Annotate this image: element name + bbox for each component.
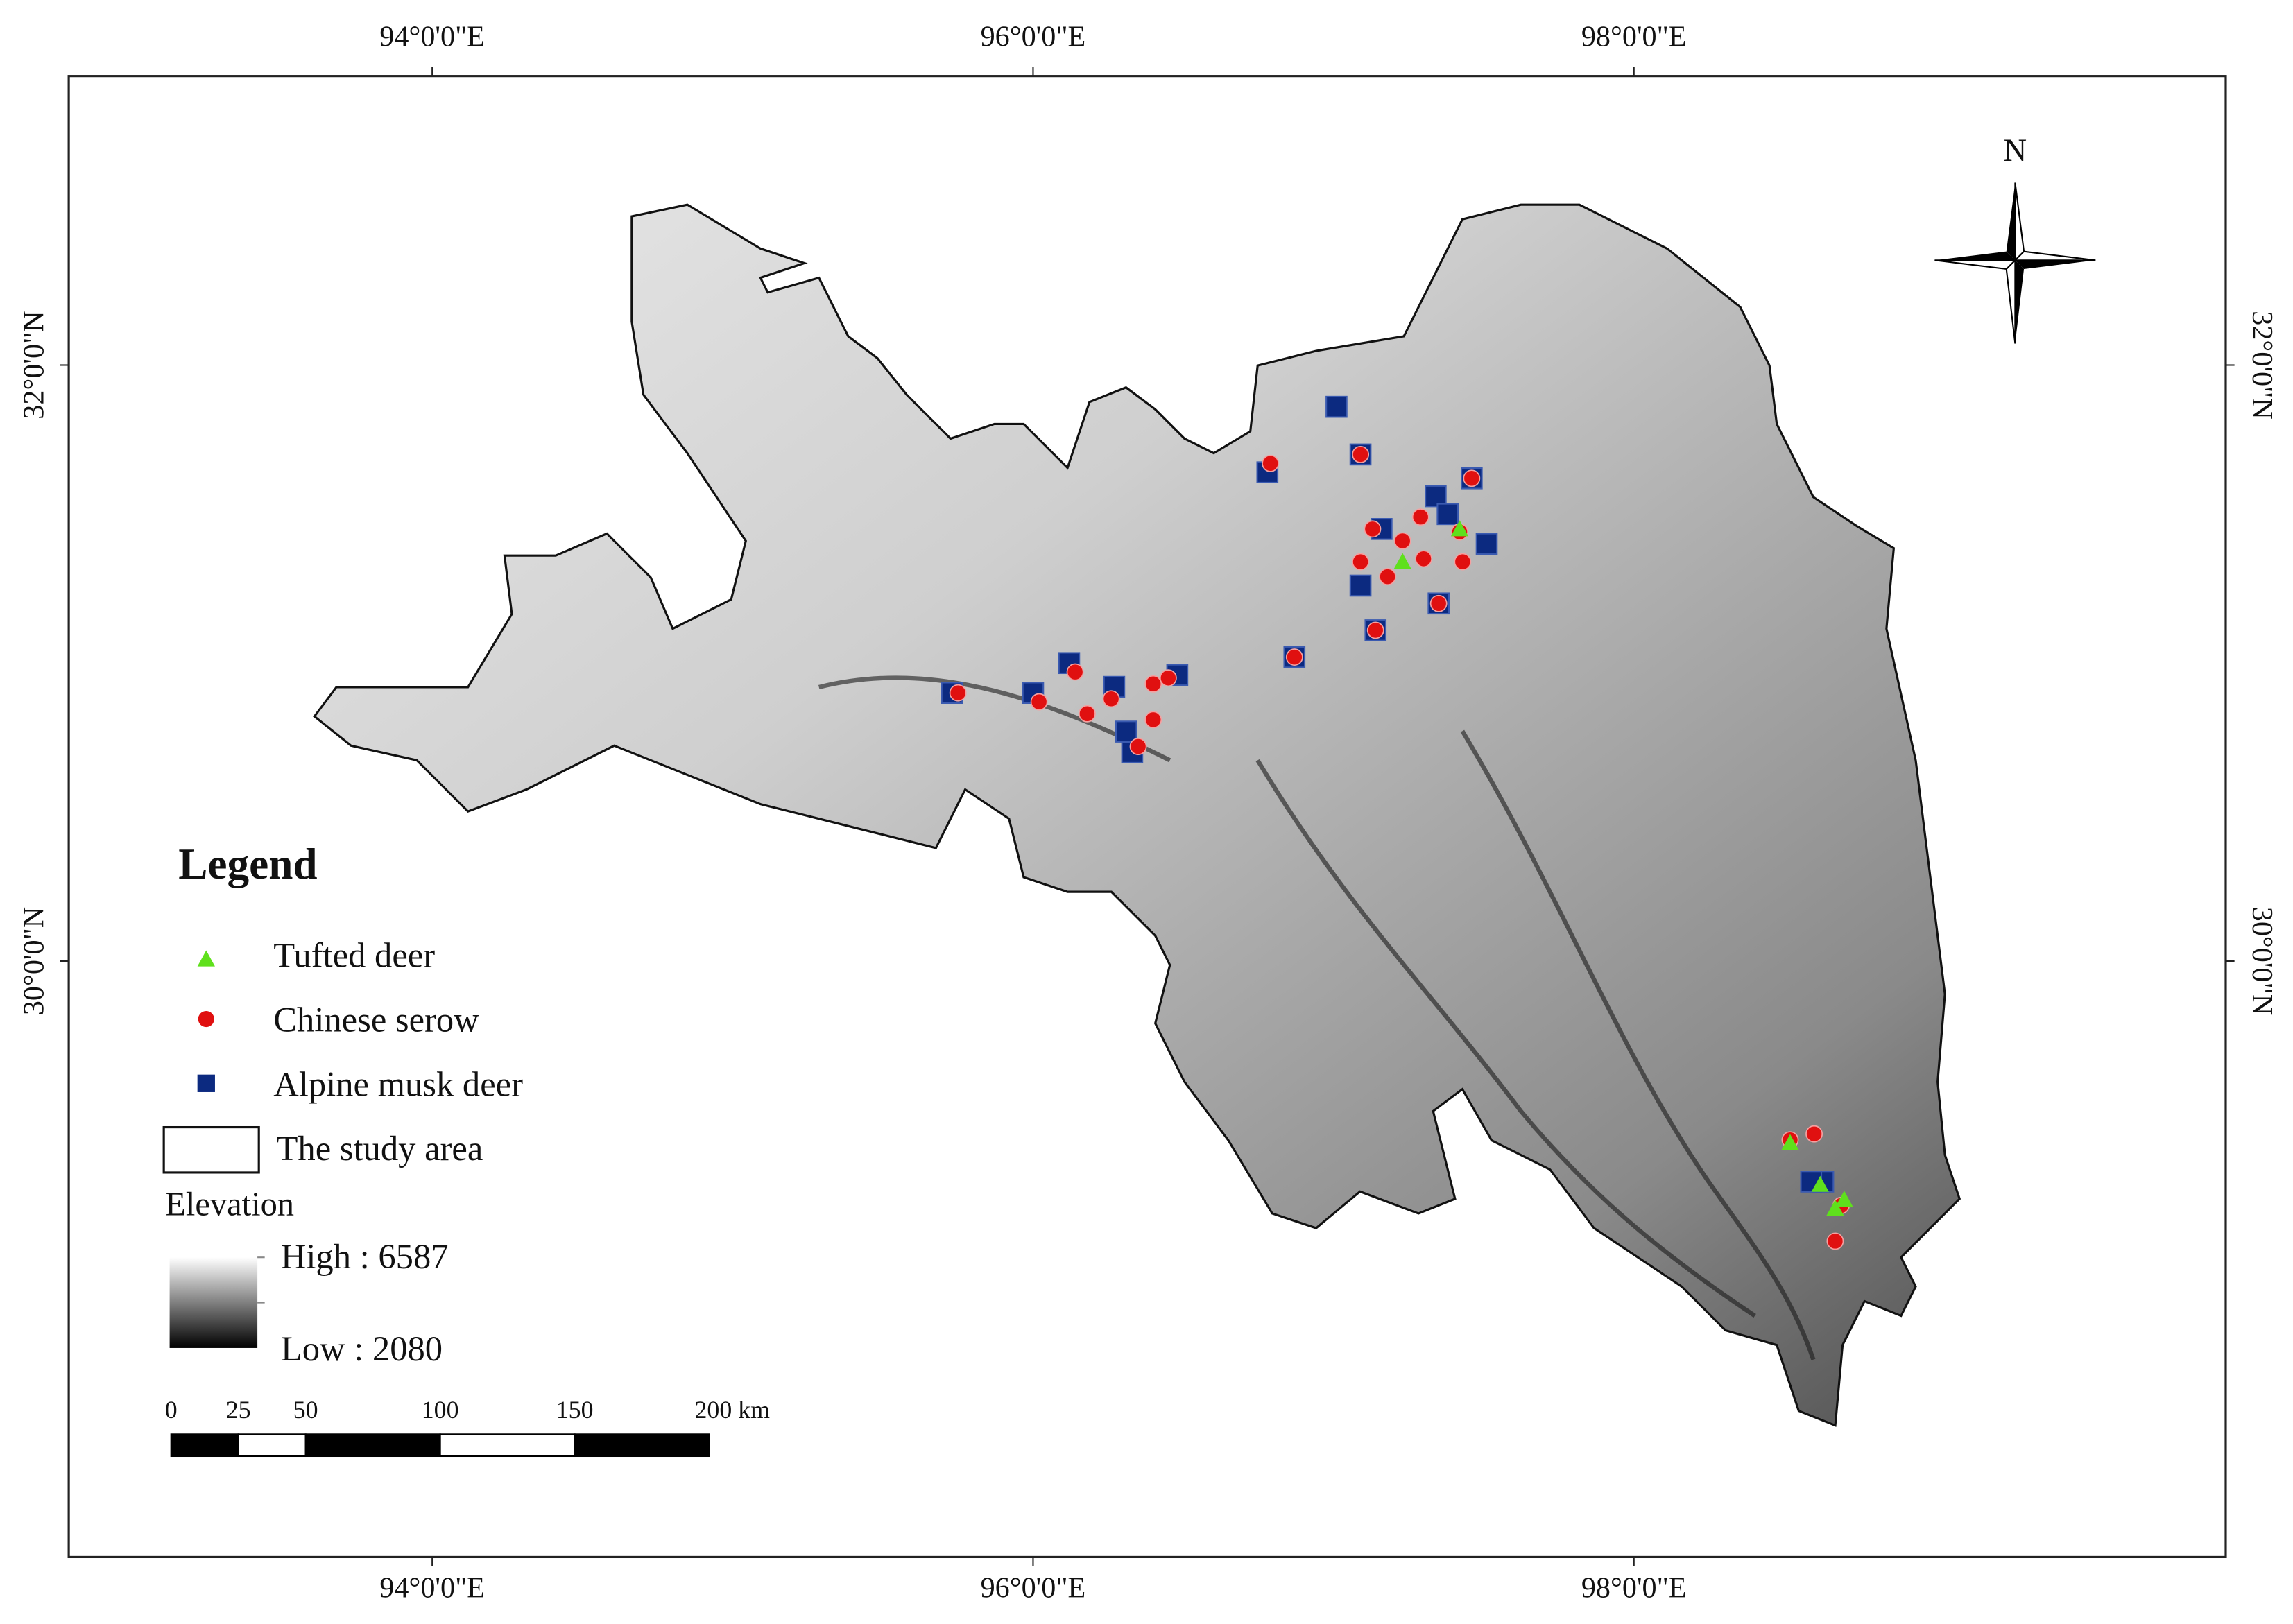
serow-point <box>1159 669 1177 687</box>
legend-label: Alpine musk deer <box>273 1064 523 1103</box>
musk-deer-point <box>1425 485 1447 508</box>
serow-point <box>1066 663 1084 681</box>
serow-point <box>1030 693 1048 711</box>
serow-point <box>1352 553 1370 571</box>
scale-label: 200 km <box>695 1396 771 1424</box>
serow-point <box>1129 738 1147 755</box>
occurrence-points <box>941 395 1853 1250</box>
graticule: 94°0'0"E 94°0'0"E 96°0'0"E 96°0'0"E 98°0'0"E… <box>17 21 2278 1605</box>
musk-deer-point <box>1436 503 1459 526</box>
serow-point <box>1393 532 1411 550</box>
scale-label: 100 <box>422 1396 459 1424</box>
tufted-deer-point <box>1781 1134 1799 1150</box>
serow-point <box>1144 675 1162 693</box>
musk-deer-point <box>1349 574 1372 597</box>
serow-point <box>1411 508 1429 526</box>
tufted-deer-point <box>1835 1191 1853 1207</box>
lat-label: 30°0'0"N <box>2246 907 2278 1015</box>
serow-point <box>1078 705 1096 723</box>
lon-label: 94°0'0"E <box>379 1572 485 1605</box>
legend-symbol <box>197 950 215 967</box>
scale-label: 0 <box>165 1396 178 1424</box>
musk-deer-point <box>1475 533 1498 555</box>
legend-label: Elevation <box>165 1186 294 1223</box>
scale-segment <box>304 1433 441 1458</box>
tufted-deer-point <box>1450 520 1469 537</box>
north-arrow: N <box>1934 133 2096 344</box>
lon-label: 96°0'0"E <box>981 21 1086 53</box>
north-label: N <box>2004 133 2027 169</box>
tufted-deer-point <box>1811 1175 1829 1192</box>
lon-label: 98°0'0"E <box>1581 1572 1687 1605</box>
musk-deer-point <box>1325 395 1348 418</box>
legend-symbol <box>197 1074 215 1092</box>
serow-point <box>949 684 967 702</box>
lat-label: 30°0'0"N <box>17 907 50 1015</box>
elevation-ramp <box>169 1257 258 1348</box>
scale-bar: 0 25 50 100 150 200 km <box>165 1396 771 1458</box>
legend-items: Tufted deer Chinese serow Alpine musk deer <box>273 936 523 1104</box>
scale-segment <box>237 1433 307 1458</box>
serow-point <box>1366 621 1384 639</box>
lon-label: 98°0'0"E <box>1581 21 1687 53</box>
serow-point <box>1144 711 1162 729</box>
serow-point <box>1463 469 1481 487</box>
scale-segment <box>574 1433 710 1458</box>
legend-symbol <box>198 1010 214 1028</box>
lat-label: 32°0'0"N <box>2246 311 2278 419</box>
serow-point <box>1379 568 1396 586</box>
serow-point <box>1429 594 1448 612</box>
study-area <box>313 203 1961 1427</box>
scale-label: 25 <box>226 1396 251 1424</box>
lat-label: 32°0'0"N <box>17 311 50 419</box>
musk-deer-point <box>1115 720 1137 743</box>
serow-point <box>1262 454 1280 472</box>
tufted-deer-point <box>1826 1199 1844 1216</box>
serow-point <box>1805 1125 1823 1143</box>
serow-point <box>1826 1232 1844 1250</box>
legend-label: Tufted deer <box>273 936 435 975</box>
serow-point <box>1285 648 1303 666</box>
legend-label: High : 6587 <box>281 1237 449 1276</box>
legend-label: The study area <box>277 1129 483 1168</box>
legend-label: Chinese serow <box>273 1000 479 1039</box>
serow-point <box>1454 553 1472 571</box>
scale-segment <box>439 1433 576 1458</box>
lon-label: 94°0'0"E <box>379 21 485 53</box>
lon-label: 96°0'0"E <box>981 1572 1086 1605</box>
legend-symbol <box>162 1125 260 1174</box>
scale-segment <box>170 1433 239 1458</box>
scale-label: 50 <box>293 1396 318 1424</box>
serow-point <box>1415 550 1432 568</box>
legend-title: Legend <box>178 840 317 888</box>
scale-label: 150 <box>556 1396 594 1424</box>
serow-point <box>1102 690 1120 708</box>
serow-point <box>1364 520 1382 538</box>
tufted-deer-point <box>1393 553 1411 569</box>
serow-point <box>1352 445 1370 463</box>
legend-label: Low : 2080 <box>281 1329 443 1368</box>
